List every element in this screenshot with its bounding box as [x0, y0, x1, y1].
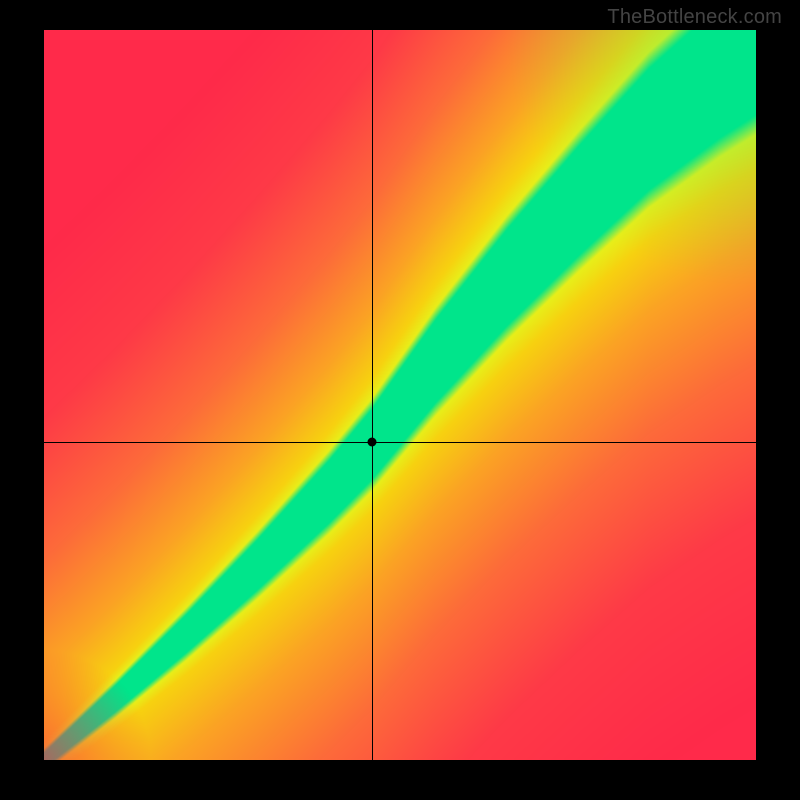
crosshair-vertical — [372, 30, 373, 760]
heatmap-plot — [44, 30, 756, 760]
crosshair-marker — [367, 438, 376, 447]
watermark-text: TheBottleneck.com — [607, 6, 782, 29]
heatmap-canvas — [44, 30, 756, 760]
crosshair-horizontal — [44, 442, 756, 443]
